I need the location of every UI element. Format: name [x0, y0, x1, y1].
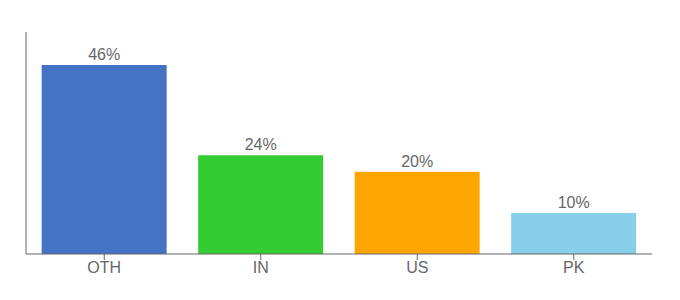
svg-text:10%: 10% [558, 194, 590, 211]
svg-text:20%: 20% [401, 153, 433, 170]
svg-text:OTH: OTH [87, 259, 121, 276]
svg-text:24%: 24% [245, 136, 277, 153]
svg-text:IN: IN [253, 259, 269, 276]
svg-text:PK: PK [563, 259, 585, 276]
svg-text:46%: 46% [88, 46, 120, 63]
svg-text:US: US [406, 259, 428, 276]
